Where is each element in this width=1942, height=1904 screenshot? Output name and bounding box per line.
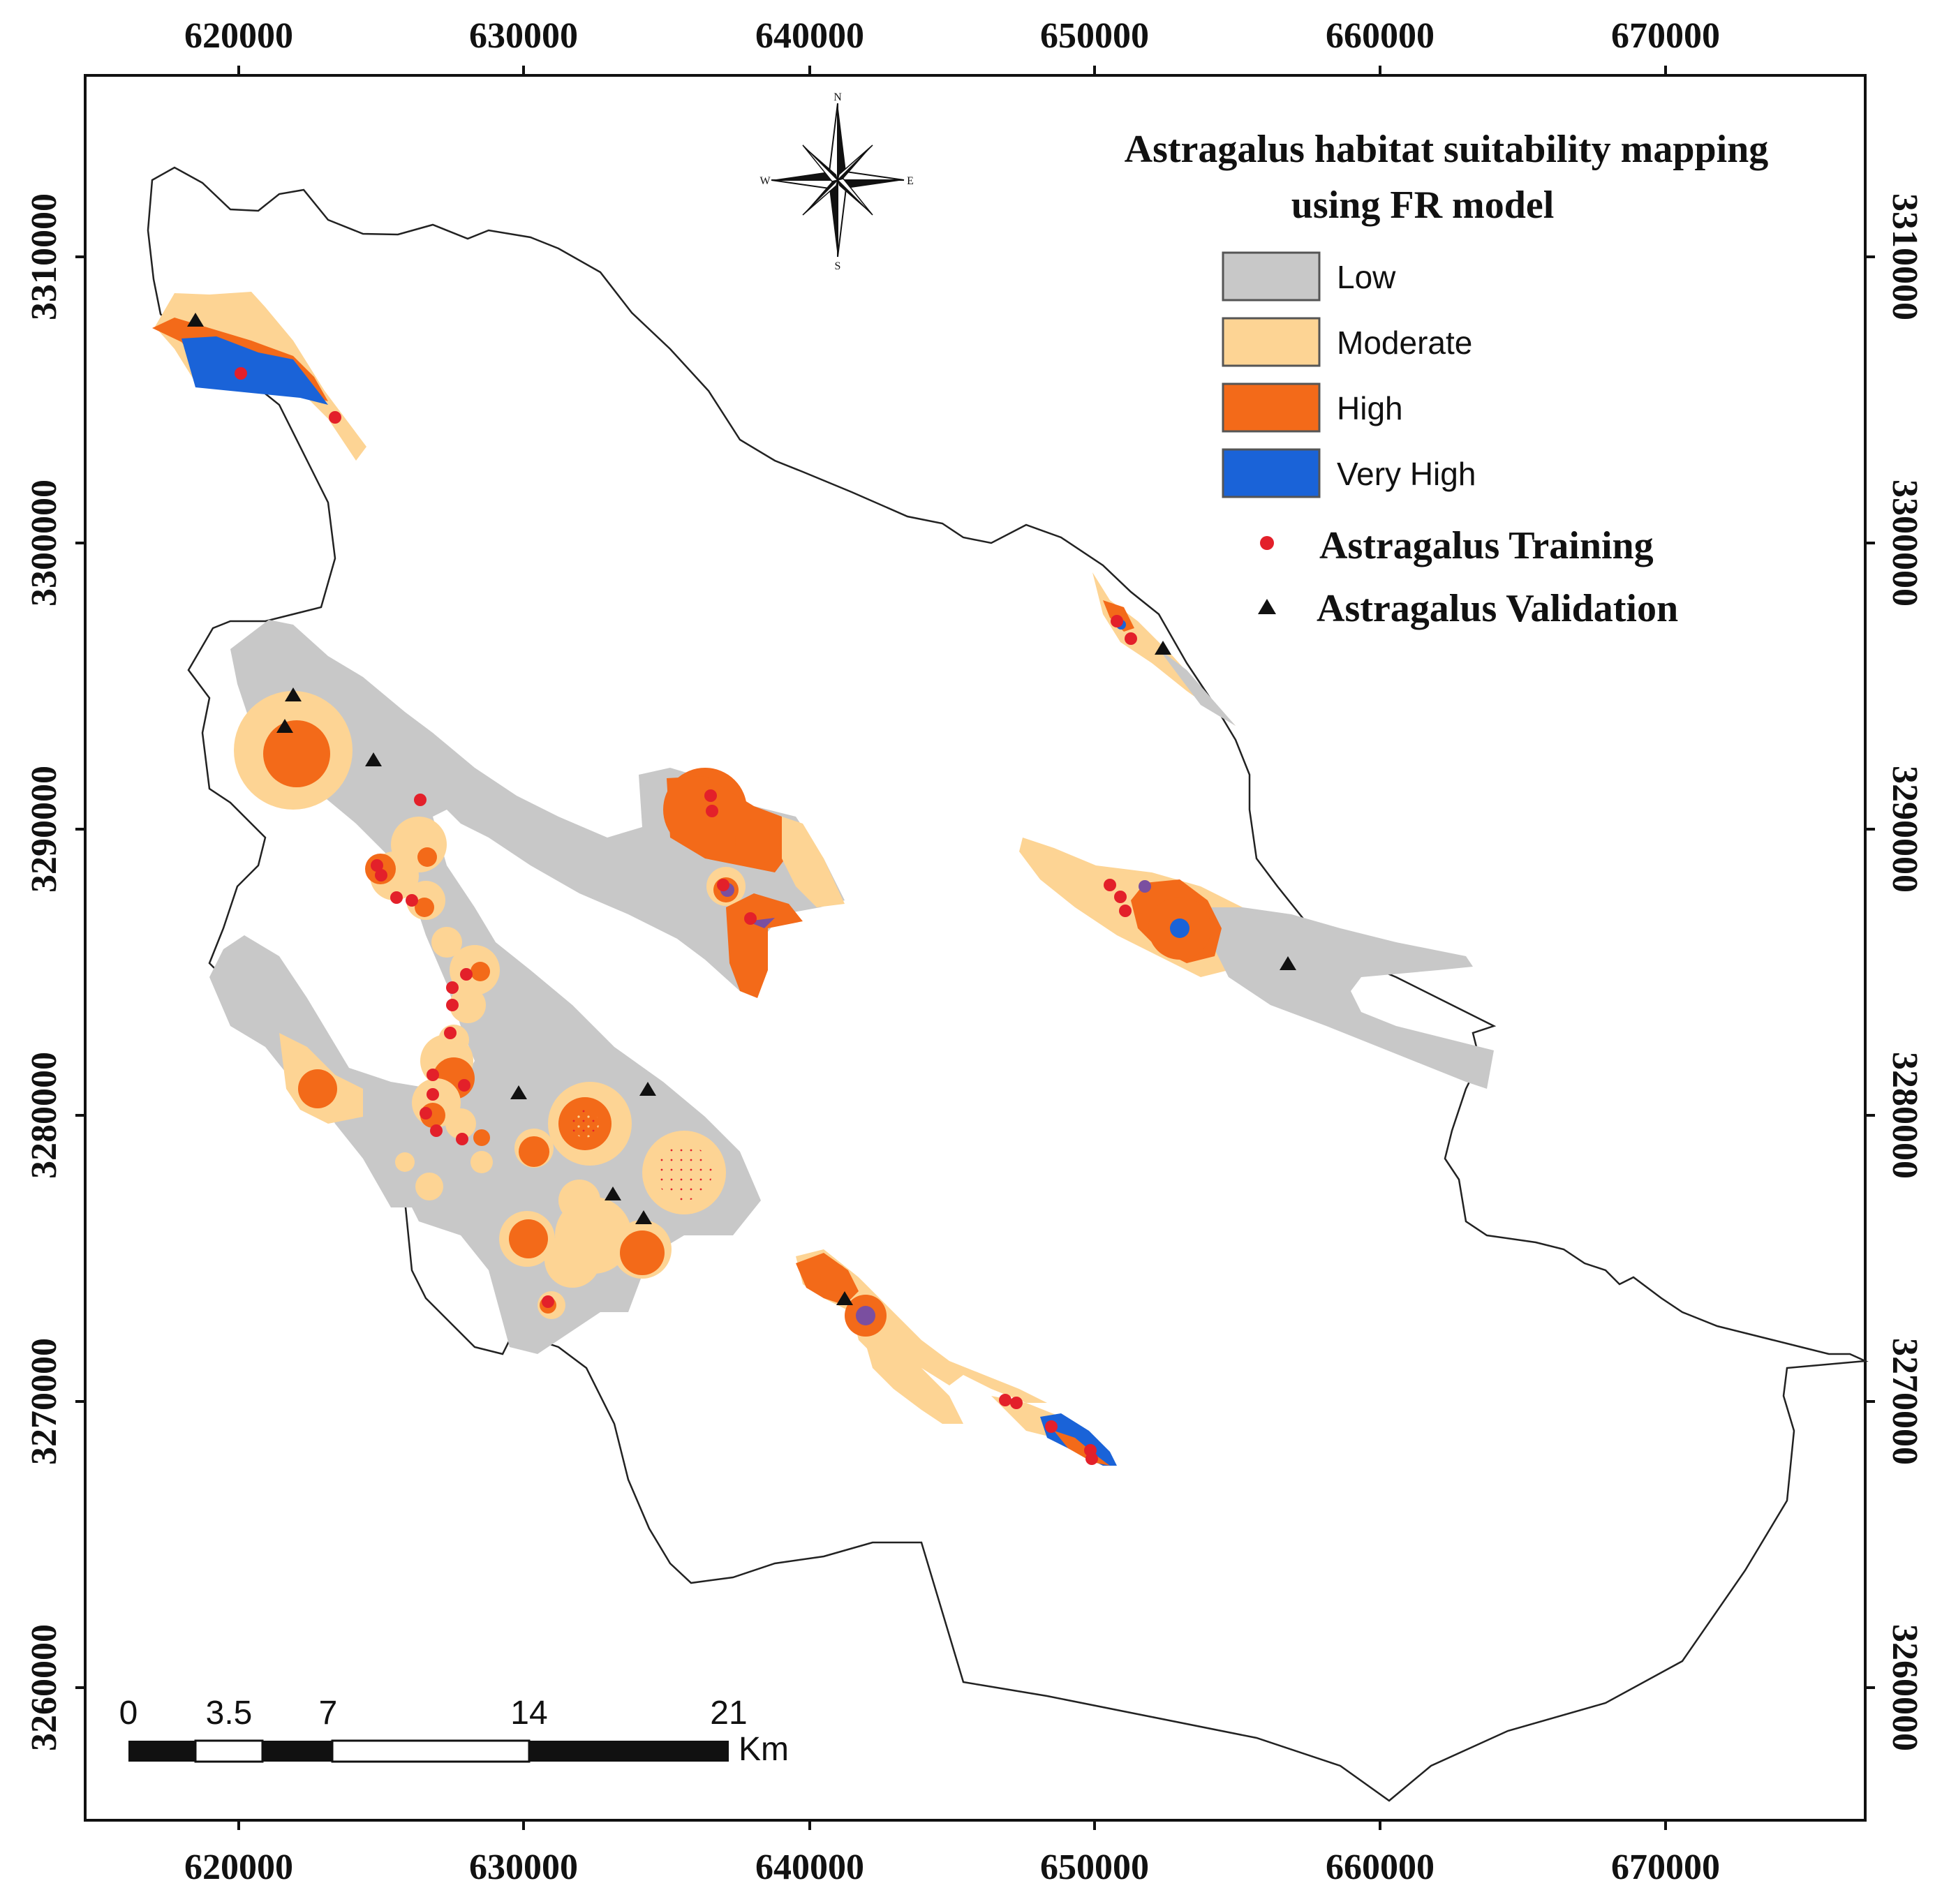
map-frame xyxy=(84,74,1867,1822)
scale-label: 21 xyxy=(710,1695,747,1732)
x-tick-bottom: 650000 xyxy=(1040,1847,1149,1887)
compass-e: E xyxy=(907,175,914,187)
legend-training-label: Astragalus Training xyxy=(1319,524,1654,567)
x-tick-bottom: 620000 xyxy=(184,1847,293,1887)
y-tick-right: 3260000 xyxy=(1885,1624,1925,1751)
north-arrow-icon: N S E W xyxy=(759,91,913,272)
x-tick-bottom: 660000 xyxy=(1326,1847,1435,1887)
legend-label-high: High xyxy=(1337,390,1403,426)
y-tick-right: 3270000 xyxy=(1885,1338,1925,1465)
scale-label: 14 xyxy=(510,1695,547,1732)
y-tick-left: 3270000 xyxy=(24,1338,64,1465)
y-tick-left: 3260000 xyxy=(24,1624,64,1751)
legend-swatch-low xyxy=(1222,251,1321,302)
y-tick-left: 3290000 xyxy=(24,766,64,893)
compass-s: S xyxy=(835,260,841,272)
legend-swatch-moderate xyxy=(1222,317,1321,367)
x-tick-bottom: 630000 xyxy=(469,1847,578,1887)
compass-n: N xyxy=(833,91,842,103)
x-tick-top: 630000 xyxy=(469,16,578,56)
x-tick-top: 620000 xyxy=(184,16,293,56)
x-tick-top: 640000 xyxy=(755,16,864,56)
y-tick-right: 3280000 xyxy=(1885,1052,1925,1179)
legend-training-icon xyxy=(1260,536,1274,550)
scale-unit: Km xyxy=(739,1731,789,1768)
study-area-boundary xyxy=(147,166,1869,1802)
x-tick-bottom: 640000 xyxy=(755,1847,864,1887)
legend-label-moderate: Moderate xyxy=(1337,325,1472,361)
legend-validation-label: Astragalus Validation xyxy=(1317,587,1678,630)
scale-label: 0 xyxy=(119,1695,138,1732)
legend-swatch-high xyxy=(1222,382,1321,433)
x-tick-top: 670000 xyxy=(1611,16,1720,56)
validation-points xyxy=(187,313,1296,1305)
scale-label: 3.5 xyxy=(206,1695,253,1732)
map-subtitle: using FR model xyxy=(1291,184,1555,227)
y-tick-left: 3300000 xyxy=(24,479,64,607)
legend: Low Moderate High Very High Astragalus T… xyxy=(1222,251,1678,630)
y-tick-right: 3310000 xyxy=(1885,193,1925,320)
legend-validation-icon xyxy=(1258,599,1276,614)
x-tick-top: 650000 xyxy=(1040,16,1149,56)
legend-swatch-very-high xyxy=(1222,448,1321,498)
y-tick-left: 3310000 xyxy=(24,193,64,320)
legend-label-low: Low xyxy=(1337,259,1396,295)
legend-label-very-high: Very High xyxy=(1337,456,1476,492)
map-title: Astragalus habitat suitability mapping xyxy=(1125,128,1769,171)
y-tick-right: 3300000 xyxy=(1885,479,1925,607)
x-tick-top: 660000 xyxy=(1326,16,1435,56)
scale-bar: 0 3.5 7 14 21 Km xyxy=(119,1695,789,1768)
y-tick-left: 3280000 xyxy=(24,1052,64,1179)
scale-label: 7 xyxy=(319,1695,338,1732)
y-tick-right: 3290000 xyxy=(1885,766,1925,893)
x-tick-bottom: 670000 xyxy=(1611,1847,1720,1887)
tick-marks xyxy=(75,66,1875,1830)
training-points xyxy=(371,615,1137,1465)
compass-w: W xyxy=(759,175,771,187)
